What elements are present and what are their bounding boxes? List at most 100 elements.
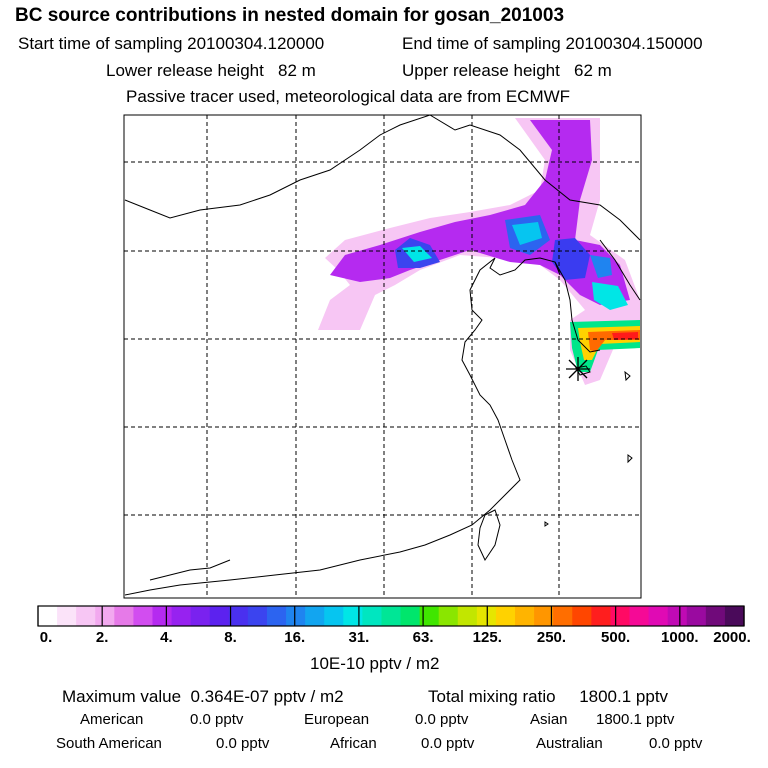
colorbar-cell [667, 606, 688, 626]
colorbar-label: 250. [536, 629, 567, 646]
colorbar-cell [591, 606, 612, 626]
colorbar-cell [95, 606, 115, 626]
colorbar-cell [705, 606, 726, 626]
end-time-label: End time of sampling [402, 34, 561, 53]
receptor-marker-icon [566, 357, 590, 381]
plume-field [318, 118, 640, 385]
total-mixing-ratio-value: 1800.1 pptv [579, 687, 669, 706]
end-time-value: 20100304.150000 [565, 34, 703, 53]
plume-blue-core-coast [590, 255, 612, 278]
colorbar-cell [114, 606, 134, 626]
max-value: 0.364E-07 pptv / m2 [190, 687, 344, 706]
plume-cyan-core-west [402, 246, 432, 262]
colorbar-label: 2000. [713, 629, 751, 646]
colorbar-label: 1000. [661, 629, 699, 646]
colorbar-cell [133, 606, 154, 626]
region-name: Asian [530, 711, 568, 728]
lower-release-value: 82 m [278, 61, 316, 80]
region-value: 1800.1 pptv [596, 711, 675, 728]
colorbar-cell [76, 606, 96, 626]
region-name: American [80, 711, 144, 728]
upper-release-height: Upper release height 62 m [402, 62, 612, 79]
colorbar-cell [152, 606, 173, 626]
colorbar-ticks [37, 606, 745, 626]
lat-lon-grid [124, 115, 641, 598]
region-value: 0.0 pptv [421, 735, 475, 752]
colorbar-label: 63. [412, 629, 434, 646]
colorbar-cell [724, 606, 745, 626]
start-time-value: 20100304.120000 [187, 34, 325, 53]
plume-hotspot-red [612, 332, 638, 340]
colorbar-cell [381, 606, 402, 626]
colorbar-cell [419, 606, 440, 626]
region-value: 0.0 pptv [649, 735, 703, 752]
region-name: Australian [536, 735, 603, 752]
colorbar-label: 125. [472, 629, 502, 646]
max-value-label: Maximum value [62, 687, 182, 706]
colorbar-cell [171, 606, 192, 626]
region-value: 0.0 pptv [415, 711, 469, 728]
plume-cyan-core-korea [592, 282, 628, 310]
colorbar-cell [629, 606, 650, 626]
island-taiwan [477, 509, 501, 562]
region-value: 0.0 pptv [216, 735, 270, 752]
colorbar-cells [38, 606, 745, 626]
end-time: End time of sampling 20100304.150000 [402, 35, 703, 52]
border-mongolia [124, 114, 471, 219]
lower-release-height: Lower release height 82 m [106, 62, 316, 79]
start-time-label: Start time of sampling [18, 34, 183, 53]
colorbar-cell [438, 606, 459, 626]
colorbar-cell [400, 606, 421, 626]
island-small-2 [544, 521, 549, 527]
plume-blue-core-east [552, 238, 590, 280]
region-name: European [304, 711, 370, 728]
max-value-line: Maximum value 0.364E-07 pptv / m2 [62, 688, 344, 705]
coast-shandong-east-china [124, 257, 521, 596]
colorbar-unit: 10E-10 pptv / m2 [310, 654, 440, 673]
region-name: African [330, 735, 377, 752]
colorbar-label: 31. [348, 629, 370, 646]
colorbar-cell [286, 606, 306, 626]
colorbar-cell [686, 606, 707, 626]
total-mixing-ratio-label: Total mixing ratio [428, 687, 556, 706]
island-jeju [575, 365, 591, 376]
start-time: Start time of sampling 20100304.120000 [18, 35, 324, 52]
colorbar-cell [190, 606, 211, 626]
upper-release-label: Upper release height [402, 61, 560, 80]
colorbar-cell [572, 606, 592, 626]
coastline [124, 114, 641, 596]
colorbar-cell [209, 606, 230, 626]
colorbar-cell [266, 606, 287, 626]
colorbar-cell [553, 606, 573, 626]
border-northeast [469, 124, 641, 241]
colorbar-cell [38, 606, 58, 626]
colorbar-cell [495, 606, 516, 626]
colorbar-cell [228, 606, 249, 626]
colorbar-label: 8. [224, 629, 237, 646]
colorbar-cell [343, 606, 363, 626]
colorbar-cell [457, 606, 478, 626]
map-frame [123, 114, 642, 599]
region-name: South American [56, 735, 162, 752]
colorbar-cell [610, 606, 631, 626]
colorbar-label: 0. [39, 629, 53, 646]
colorbar-label: 500. [601, 629, 631, 646]
coast-korea-east [599, 239, 641, 301]
colorbar-cell [362, 606, 383, 626]
region-value: 0.0 pptv [190, 711, 244, 728]
colorbar-cell [57, 606, 77, 626]
plume-cyan-core-center [512, 222, 542, 245]
colorbar-cell [305, 606, 325, 626]
lower-release-label: Lower release height [106, 61, 264, 80]
colorbar-cell [534, 606, 554, 626]
tracer-note: Passive tracer used, meteorological data… [126, 87, 571, 106]
coast-bohai [489, 257, 561, 276]
figure-title: BC source contributions in nested domain… [15, 5, 565, 26]
island-small-3 [624, 370, 631, 382]
colorbar-label: 2. [95, 629, 109, 646]
coast-korea-west [554, 261, 601, 353]
colorbar-cell [247, 606, 268, 626]
